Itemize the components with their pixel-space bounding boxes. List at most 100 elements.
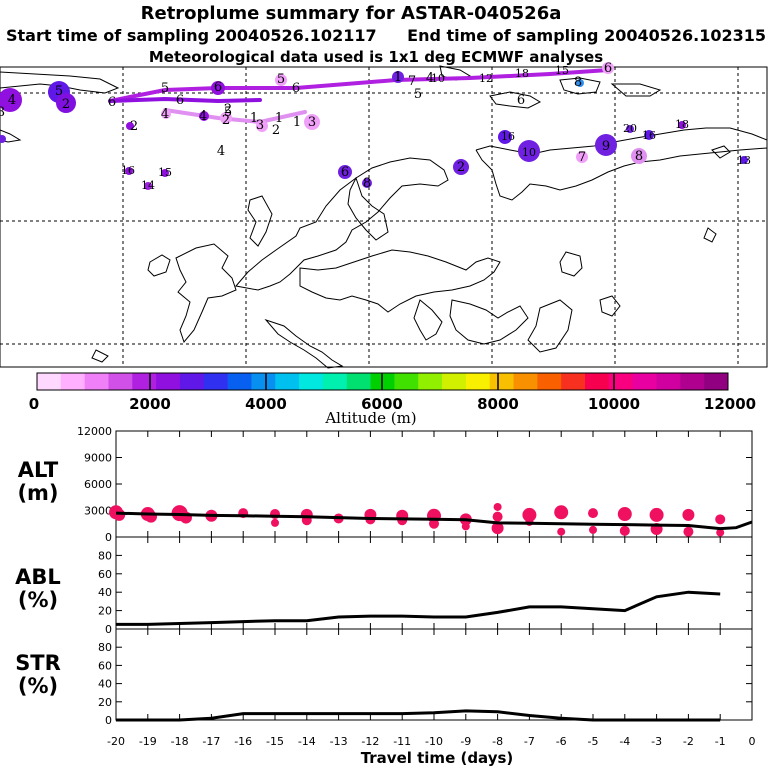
map-marker — [56, 93, 76, 113]
x-tick-label: -13 — [330, 735, 348, 748]
map-label: 3 — [0, 105, 5, 120]
colorbar-cell — [465, 373, 491, 390]
y-tick-label: 40 — [98, 586, 112, 599]
x-tick-label: -8 — [492, 735, 503, 748]
map-label: 3 — [308, 115, 316, 130]
alt-cluster-point — [682, 508, 695, 521]
colorbar-tick-label: 8000 — [477, 395, 519, 413]
map-marker — [256, 120, 268, 132]
alt-cluster-point — [522, 507, 537, 522]
alt-cluster-point — [715, 514, 726, 525]
colorbar-tick-label: 12000 — [704, 395, 756, 413]
map-marker — [626, 125, 634, 133]
colorbar-cell — [704, 373, 729, 390]
colorbar-cell — [394, 373, 419, 390]
map-label: 4 — [161, 107, 169, 122]
colorbar-tick-label: 2000 — [129, 395, 171, 413]
map-label: 12 — [479, 72, 493, 85]
colorbar-tick-label: 10000 — [588, 395, 640, 413]
colorbar-cell — [203, 373, 229, 390]
colorbar-cell — [680, 373, 705, 390]
alt-cluster-point — [557, 527, 566, 536]
map-marker — [498, 130, 512, 144]
map-label: 6 — [214, 80, 222, 95]
map-label: 3 — [256, 118, 264, 133]
map-label: 1 — [394, 70, 402, 85]
colorbar-cell — [60, 373, 86, 390]
y-tick-label: 3000 — [84, 505, 112, 518]
x-tick-label: 0 — [749, 735, 756, 748]
map-label: 5 — [414, 87, 422, 102]
x-tick-label: -6 — [556, 735, 567, 748]
map-label: 7 — [408, 74, 416, 89]
x-axis-label: Travel time (days) — [361, 749, 514, 767]
map-label: 15 — [158, 166, 172, 179]
map-label: 2 — [62, 97, 70, 112]
alt-cluster-point — [554, 505, 569, 520]
map-label: 4 — [199, 109, 207, 124]
met-data-label: Meteorological data used is 1x1 deg ECMW… — [149, 48, 603, 66]
map-label: 8 — [635, 149, 643, 164]
alt-cluster-point — [649, 507, 664, 522]
alt-cluster-point — [493, 502, 502, 511]
colorbar-tick-label: 0 — [29, 395, 39, 413]
map-label: 2 — [222, 113, 230, 128]
colorbar-cell — [632, 373, 658, 390]
abl-panel: ABL (%) 0 20 40 60 80 — [15, 536, 753, 636]
map-label: 4 — [8, 93, 16, 108]
end-time-label: End time of sampling 20040526.102315 — [407, 26, 766, 45]
map-marker — [211, 81, 225, 95]
map-label: 6 — [108, 95, 116, 110]
map-label: 2 — [457, 160, 465, 175]
y-tick-label: 20 — [98, 605, 112, 618]
map-label: 13 — [737, 154, 751, 167]
alt-panel-unit: (m) — [17, 481, 58, 505]
y-tick-label: 6000 — [84, 478, 112, 491]
map-label: 16 — [121, 164, 135, 177]
y-tick-label: 80 — [98, 549, 112, 562]
colorbar-cell — [442, 373, 467, 390]
alt-cluster-point — [271, 518, 279, 527]
alt-cluster-point — [113, 508, 126, 521]
colorbar-cell — [251, 373, 276, 390]
map-marker — [392, 71, 404, 83]
alt-cluster-point — [491, 522, 504, 535]
x-tick-label: -1 — [715, 735, 726, 748]
colorbar-tick-label: 6000 — [361, 395, 403, 413]
x-tick-label: -12 — [361, 735, 379, 748]
map-label: 9 — [602, 139, 610, 154]
map-frame — [0, 66, 768, 368]
map-label: 6 — [604, 61, 612, 76]
y-tick-label: 0 — [105, 714, 112, 727]
colorbar-cell — [585, 373, 610, 390]
map-label: 18 — [675, 118, 689, 131]
map-label: 2 — [130, 119, 138, 134]
map-marker — [125, 167, 133, 175]
map-label: 8 — [363, 176, 371, 191]
alt-panel-label: ALT — [18, 458, 59, 482]
map-label: 5 — [277, 72, 285, 87]
str-panel-unit: (%) — [18, 674, 58, 698]
colorbar-cell — [322, 373, 348, 390]
map-marker — [304, 114, 320, 130]
alt-cluster-point — [716, 528, 725, 537]
colorbar-cells — [37, 373, 729, 390]
map-label: 5 — [224, 105, 232, 120]
x-tick-label: -3 — [651, 735, 662, 748]
colorbar-cell — [418, 373, 443, 390]
alt-cluster-point — [461, 522, 470, 531]
map-marker — [0, 135, 6, 143]
colorbar-tick-label: 4000 — [245, 395, 287, 413]
map-label: 2 — [272, 123, 280, 138]
map-label: 5 — [55, 84, 63, 99]
map-label: 20 — [623, 122, 637, 135]
colorbar-cell — [513, 373, 538, 390]
map-marker — [220, 112, 232, 124]
map-label: 15 — [555, 64, 569, 77]
x-tick-label: -20 — [107, 735, 125, 748]
colorbar-label: Altitude (m) — [324, 409, 416, 427]
